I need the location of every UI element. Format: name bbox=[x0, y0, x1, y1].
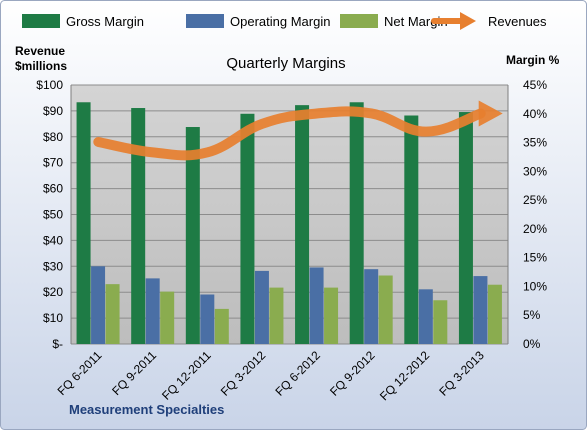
y-left-tick-label: $- bbox=[52, 337, 63, 351]
operating-margin-bar bbox=[309, 267, 324, 344]
chart-title: Quarterly Margins bbox=[226, 55, 345, 72]
y-right-tick-label: 35% bbox=[523, 136, 547, 150]
net-margin-bar bbox=[160, 291, 175, 344]
y-left-tick-label: $100 bbox=[36, 78, 63, 92]
operating-margin-bar bbox=[364, 269, 379, 344]
y-left-label-line1: Revenue bbox=[15, 44, 65, 58]
y-left-tick-label: $40 bbox=[43, 233, 63, 247]
y-left-tick-label: $80 bbox=[43, 130, 63, 144]
gross-margin-bar bbox=[76, 102, 91, 345]
legend: Gross Margin Operating Margin Net Margin Re… bbox=[22, 12, 547, 30]
net-margin-bar bbox=[214, 308, 229, 344]
operating-margin-bar bbox=[418, 289, 433, 344]
y-left-tick-label: $20 bbox=[43, 285, 63, 299]
operating-margin-bar bbox=[254, 270, 269, 344]
y-right-tick-label: 25% bbox=[523, 193, 547, 207]
gross-margin-bar bbox=[404, 115, 419, 344]
gross-margin-bar bbox=[131, 108, 146, 345]
y-right-label: Margin % bbox=[506, 53, 560, 67]
y-left-tick-label: $50 bbox=[43, 208, 63, 222]
y-right-tick-label: 0% bbox=[523, 337, 541, 351]
gross-margin-bar bbox=[185, 127, 200, 344]
gross-margin-bar bbox=[349, 102, 364, 345]
legend-label-net-margin: Net Margin bbox=[384, 14, 448, 29]
legend-arrowhead-revenues bbox=[460, 12, 476, 30]
net-margin-bar bbox=[324, 287, 339, 344]
legend-swatch-gross-margin bbox=[22, 14, 60, 28]
net-margin-bar bbox=[105, 284, 120, 344]
legend-label-operating-margin: Operating Margin bbox=[230, 14, 330, 29]
operating-margin-bar bbox=[91, 266, 106, 344]
revenue-arrowhead bbox=[478, 100, 503, 127]
gross-margin-bar bbox=[458, 112, 473, 344]
y-left-tick-label: $90 bbox=[43, 104, 63, 118]
legend-swatch-operating-margin bbox=[186, 14, 224, 28]
legend-swatch-net-margin bbox=[340, 14, 378, 28]
y-left-label-line2: $millions bbox=[15, 59, 67, 73]
net-margin-bar bbox=[378, 275, 393, 344]
net-margin-bar bbox=[487, 284, 502, 344]
revenue-line bbox=[93, 106, 486, 161]
revenue-line-layer bbox=[93, 100, 503, 161]
y-right-tick-label: 10% bbox=[523, 279, 547, 293]
y-right-tick-label: 30% bbox=[523, 164, 547, 178]
gross-margin-bar bbox=[240, 113, 255, 345]
legend-label-gross-margin: Gross Margin bbox=[66, 14, 144, 29]
y-right-tick-label: 5% bbox=[523, 308, 541, 322]
y-right-tick-label: 20% bbox=[523, 222, 547, 236]
y-left-tick-label: $10 bbox=[43, 311, 63, 325]
y-right-tick-label: 45% bbox=[523, 78, 547, 92]
net-margin-bar bbox=[269, 287, 284, 344]
legend-label-revenues: Revenues bbox=[488, 14, 547, 29]
y-left-tick-label: $30 bbox=[43, 259, 63, 273]
operating-margin-bar bbox=[473, 276, 488, 344]
gross-margin-bar bbox=[295, 105, 310, 345]
footer-company: Measurement Specialties bbox=[69, 402, 224, 417]
operating-margin-bar bbox=[200, 294, 215, 344]
operating-margin-bar bbox=[145, 278, 160, 344]
y-right-tick-label: 15% bbox=[523, 251, 547, 265]
net-margin-bar bbox=[433, 300, 448, 344]
y-right-tick-label: 40% bbox=[523, 107, 547, 121]
bars bbox=[76, 102, 502, 345]
y-left-tick-label: $60 bbox=[43, 182, 63, 196]
y-left-tick-label: $70 bbox=[43, 156, 63, 170]
